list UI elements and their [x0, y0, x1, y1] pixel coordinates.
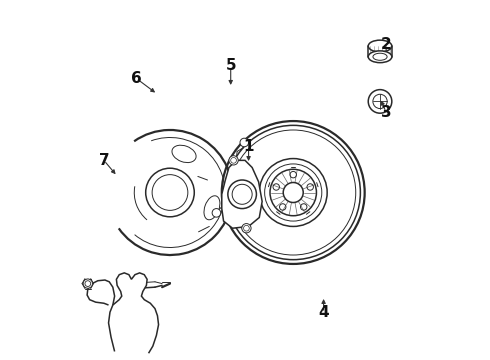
Circle shape — [228, 180, 256, 208]
Polygon shape — [109, 273, 159, 353]
Circle shape — [240, 138, 248, 147]
Circle shape — [229, 156, 238, 165]
Text: 5: 5 — [225, 58, 236, 73]
Circle shape — [242, 224, 251, 233]
Text: 3: 3 — [381, 105, 392, 120]
Text: 2: 2 — [381, 37, 392, 52]
Text: 7: 7 — [98, 153, 109, 168]
Text: 1: 1 — [244, 139, 254, 154]
Circle shape — [83, 279, 93, 288]
Polygon shape — [222, 160, 262, 228]
Text: 4: 4 — [318, 305, 329, 320]
Ellipse shape — [368, 51, 392, 63]
Circle shape — [212, 208, 220, 217]
Text: 6: 6 — [131, 71, 142, 86]
